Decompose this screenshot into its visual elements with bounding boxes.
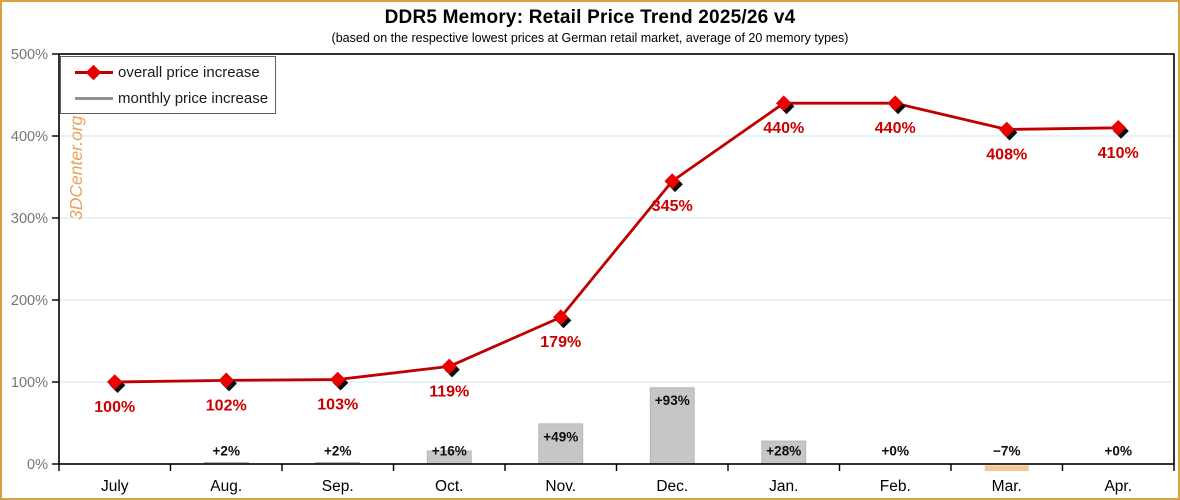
bar-label: +93%: [655, 393, 690, 408]
bar-label: +28%: [766, 444, 801, 459]
point-value-label: 440%: [875, 120, 916, 137]
y-tick-label: 100%: [11, 375, 48, 391]
bar-label: +49%: [543, 429, 578, 444]
point-value-label: 408%: [986, 146, 1027, 163]
point-value-label: 102%: [206, 397, 247, 414]
y-tick-label: 300%: [11, 211, 48, 227]
point-value-label: 119%: [429, 383, 469, 400]
data-point-marker: [998, 121, 1015, 138]
bar-label: +16%: [432, 444, 467, 459]
legend: overall price increase monthly price inc…: [60, 56, 276, 114]
legend-label-monthly: monthly price increase: [118, 89, 269, 107]
x-tick-label: Dec.: [656, 478, 688, 495]
data-point-marker: [1110, 120, 1127, 136]
legend-item-overall: overall price increase: [75, 64, 275, 81]
bar-label: −7%: [993, 444, 1020, 459]
x-tick-label: Sep.: [322, 478, 354, 495]
x-tick-label: Jan.: [769, 478, 798, 495]
data-point-marker: [441, 358, 458, 375]
bar-label: +2%: [213, 444, 240, 459]
x-tick-label: Aug.: [210, 478, 242, 495]
chart-subtitle: (based on the respective lowest prices a…: [331, 31, 849, 45]
bar-label: +2%: [324, 444, 351, 459]
data-point-marker: [329, 371, 346, 388]
bar-label: +0%: [1105, 444, 1132, 459]
y-tick-label: 200%: [11, 293, 48, 309]
point-value-label: 440%: [763, 120, 804, 137]
price-line: [114, 101, 1119, 384]
data-point-marker: [887, 95, 904, 111]
legend-label-overall: overall price increase: [118, 63, 260, 81]
point-value-label: 100%: [94, 399, 135, 416]
data-point-marker: [552, 309, 569, 326]
point-value-label: 103%: [317, 397, 358, 414]
y-tick-label: 0%: [27, 457, 48, 473]
bar-negative: [984, 465, 1029, 472]
point-value-label: 410%: [1098, 145, 1139, 162]
legend-item-monthly: monthly price increase: [75, 90, 275, 107]
x-tick-label: Nov.: [545, 478, 576, 495]
bar-label: +0%: [882, 444, 909, 459]
watermark: 3DCenter.org: [66, 115, 86, 220]
point-value-label: 179%: [540, 334, 581, 351]
x-tick-label: July: [101, 478, 129, 495]
y-tick-label: 400%: [11, 129, 48, 145]
x-tick-label: Apr.: [1104, 478, 1132, 495]
x-tick-label: Oct.: [435, 478, 463, 495]
data-point-marker: [218, 372, 235, 389]
data-point-marker: [106, 374, 123, 390]
x-tick-label: Feb.: [880, 478, 911, 495]
data-point-marker: [775, 95, 792, 111]
y-tick-label: 500%: [11, 47, 48, 63]
red-line-diamond-icon: [75, 64, 113, 80]
x-tick-label: Mar.: [992, 478, 1022, 495]
gray-line-icon: [75, 92, 113, 105]
point-value-label: 345%: [652, 198, 693, 215]
chart-title: DDR5 Memory: Retail Price Trend 2025/26 …: [384, 7, 796, 28]
data-point-marker: [664, 173, 681, 189]
